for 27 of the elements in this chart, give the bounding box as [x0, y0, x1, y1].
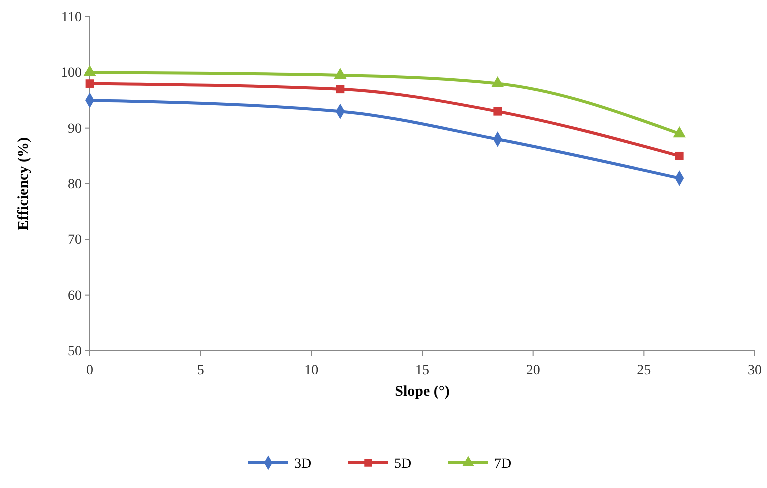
point	[675, 152, 684, 160]
point	[84, 65, 96, 76]
legend-label: 3D	[294, 457, 312, 472]
y-tick-label: 90	[68, 122, 82, 137]
y-tick-label: 100	[61, 66, 82, 82]
point	[673, 126, 686, 138]
point	[334, 68, 347, 80]
legend-label: 5D	[394, 457, 412, 472]
x-tick-label: 25	[637, 363, 652, 378]
x-tick-label: 20	[526, 363, 540, 378]
x-tick-label: 5	[197, 363, 204, 378]
legend-label: 7D	[494, 457, 512, 472]
y-tick-label: 70	[68, 233, 82, 248]
point	[494, 107, 502, 116]
point	[336, 85, 345, 94]
point	[492, 76, 504, 88]
x-tick-label: 10	[304, 363, 319, 378]
x-tick-label: 15	[416, 363, 430, 378]
y-axis-title: Efficiency (%)	[16, 138, 32, 230]
point	[86, 80, 94, 88]
x-tick-label: 30	[748, 363, 762, 378]
y-tick-label: 60	[68, 288, 82, 304]
y-tick-label: 110	[62, 10, 82, 26]
y-tick-label: 50	[68, 344, 82, 360]
y-tick-label: 80	[68, 177, 82, 192]
x-axis-title: Slope (°)	[395, 384, 450, 400]
x-tick-label: 0	[86, 363, 94, 378]
